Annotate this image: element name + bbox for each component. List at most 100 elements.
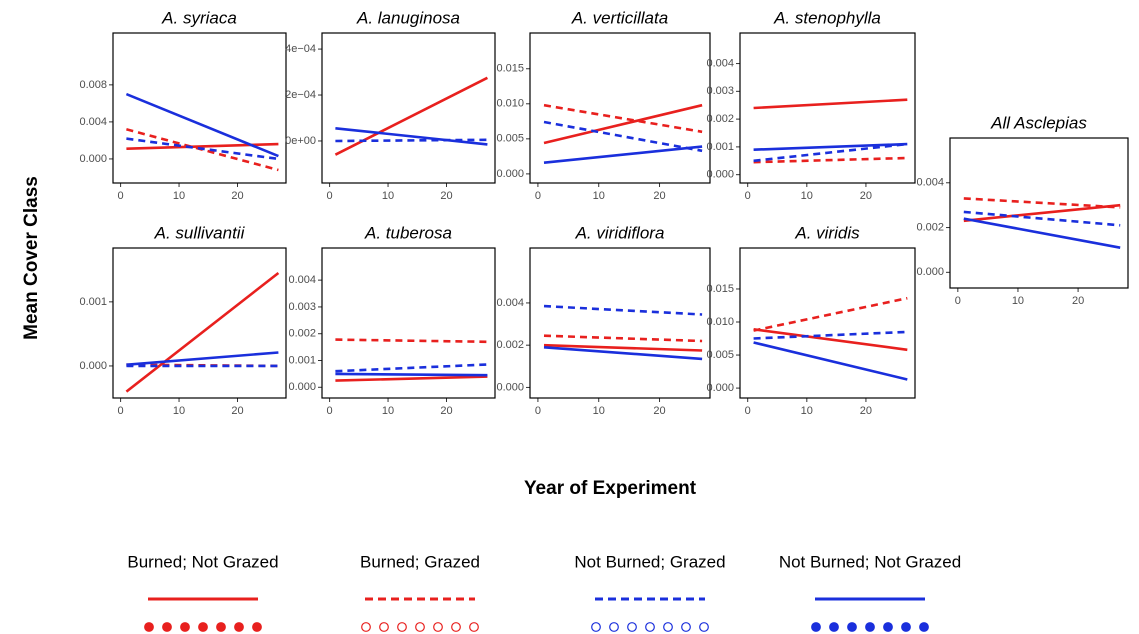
x-tick-label: 10 (593, 405, 605, 417)
y-axis-label: Mean Cover Class (21, 176, 42, 340)
series-line (543, 103, 703, 134)
y-tick-label: 0.001 (79, 296, 107, 308)
series-line (335, 363, 488, 373)
x-tick-label: 20 (653, 405, 665, 417)
legend-marker (811, 622, 821, 632)
y-tick-label: 0.002 (706, 113, 734, 125)
x-tick-label: 20 (231, 190, 243, 202)
series-line (963, 210, 1121, 227)
y-tick-label: 0.010 (496, 98, 524, 110)
y-tick-label: 0.004 (79, 116, 107, 128)
y-tick-label: 0e+00 (285, 135, 316, 147)
y-tick-label: 0.004 (288, 274, 316, 286)
series-line (543, 334, 703, 343)
panel-title: A. verticillata (571, 8, 668, 27)
series-line (125, 92, 279, 158)
series-line (126, 137, 279, 161)
x-tick-label: 0 (535, 190, 541, 202)
x-tick-label: 10 (382, 405, 394, 417)
series-line (543, 103, 703, 145)
panel-frame (739, 32, 916, 184)
panel-title: A. syriaca (161, 8, 237, 27)
legend-marker (883, 622, 893, 632)
panel-title: A. tuberosa (364, 223, 452, 242)
y-tick-label: 0.002 (496, 339, 524, 351)
panel-frame (739, 247, 916, 399)
y-tick-label: 4e−04 (285, 43, 316, 55)
x-tick-label: 0 (118, 405, 124, 417)
x-tick-label: 10 (801, 405, 813, 417)
y-tick-label: 0.005 (706, 349, 734, 361)
legend-marker (865, 622, 875, 632)
y-tick-label: 0.001 (706, 141, 734, 153)
x-tick-label: 10 (593, 190, 605, 202)
panel-frame (321, 32, 496, 184)
series-line (335, 338, 488, 344)
x-tick-label: 20 (1072, 295, 1084, 307)
legend-marker (627, 622, 637, 632)
x-tick-label: 10 (801, 190, 813, 202)
series-line (963, 197, 1121, 209)
legend-marker (361, 622, 371, 632)
legend-marker (252, 622, 262, 632)
y-tick-label: 0.001 (288, 354, 316, 366)
series-line (753, 328, 908, 352)
x-tick-label: 0 (955, 295, 961, 307)
x-tick-label: 20 (860, 405, 872, 417)
legend-marker (144, 622, 154, 632)
series-line (126, 351, 279, 366)
x-tick-label: 20 (440, 190, 452, 202)
y-tick-label: 0.004 (496, 297, 524, 309)
legend-marker (433, 622, 443, 632)
series-line (543, 120, 703, 153)
series-line (753, 98, 908, 110)
legend-marker (919, 622, 929, 632)
x-tick-label: 20 (231, 405, 243, 417)
x-tick-label: 0 (118, 190, 124, 202)
legend-marker (663, 622, 673, 632)
legend-marker (847, 622, 857, 632)
legend-label: Burned; Grazed (360, 552, 480, 571)
legend-label: Not Burned; Not Grazed (779, 552, 961, 571)
panel-title: A. viridiflora (575, 223, 665, 242)
legend-marker (469, 622, 479, 632)
series-line (543, 343, 703, 352)
legend-marker (699, 622, 709, 632)
panel-title: All Asclepias (990, 113, 1087, 132)
legend-marker (397, 622, 407, 632)
legend-marker (415, 622, 425, 632)
panel-title: A. sullivantii (154, 223, 246, 242)
legend-marker (829, 622, 839, 632)
x-tick-label: 0 (535, 405, 541, 417)
y-tick-label: 0.008 (79, 79, 107, 91)
panel-title: A. lanuginosa (356, 8, 460, 27)
panel-frame (112, 32, 287, 184)
x-tick-label: 0 (745, 405, 751, 417)
x-tick-label: 20 (440, 405, 452, 417)
series-line (335, 372, 488, 377)
y-tick-label: 0.000 (496, 381, 524, 393)
y-tick-label: 0.015 (706, 283, 734, 295)
panel-frame (112, 247, 287, 399)
series-line (753, 330, 908, 340)
series-line (543, 346, 703, 361)
series-line (543, 145, 703, 164)
y-tick-label: 0.000 (288, 381, 316, 393)
legend-label: Burned; Not Grazed (127, 552, 278, 571)
legend-marker (379, 622, 389, 632)
x-tick-label: 10 (1012, 295, 1024, 307)
x-tick-label: 0 (327, 405, 333, 417)
y-tick-label: 0.000 (496, 168, 524, 180)
series-line (335, 375, 488, 382)
panel-frame (949, 137, 1129, 289)
y-tick-label: 0.005 (496, 133, 524, 145)
series-line (753, 296, 908, 332)
x-tick-label: 20 (860, 190, 872, 202)
y-tick-label: 0.002 (916, 221, 944, 233)
legend-marker (451, 622, 461, 632)
x-tick-label: 20 (653, 190, 665, 202)
x-tick-label: 0 (745, 190, 751, 202)
series-line (753, 156, 908, 164)
x-tick-label: 0 (327, 190, 333, 202)
